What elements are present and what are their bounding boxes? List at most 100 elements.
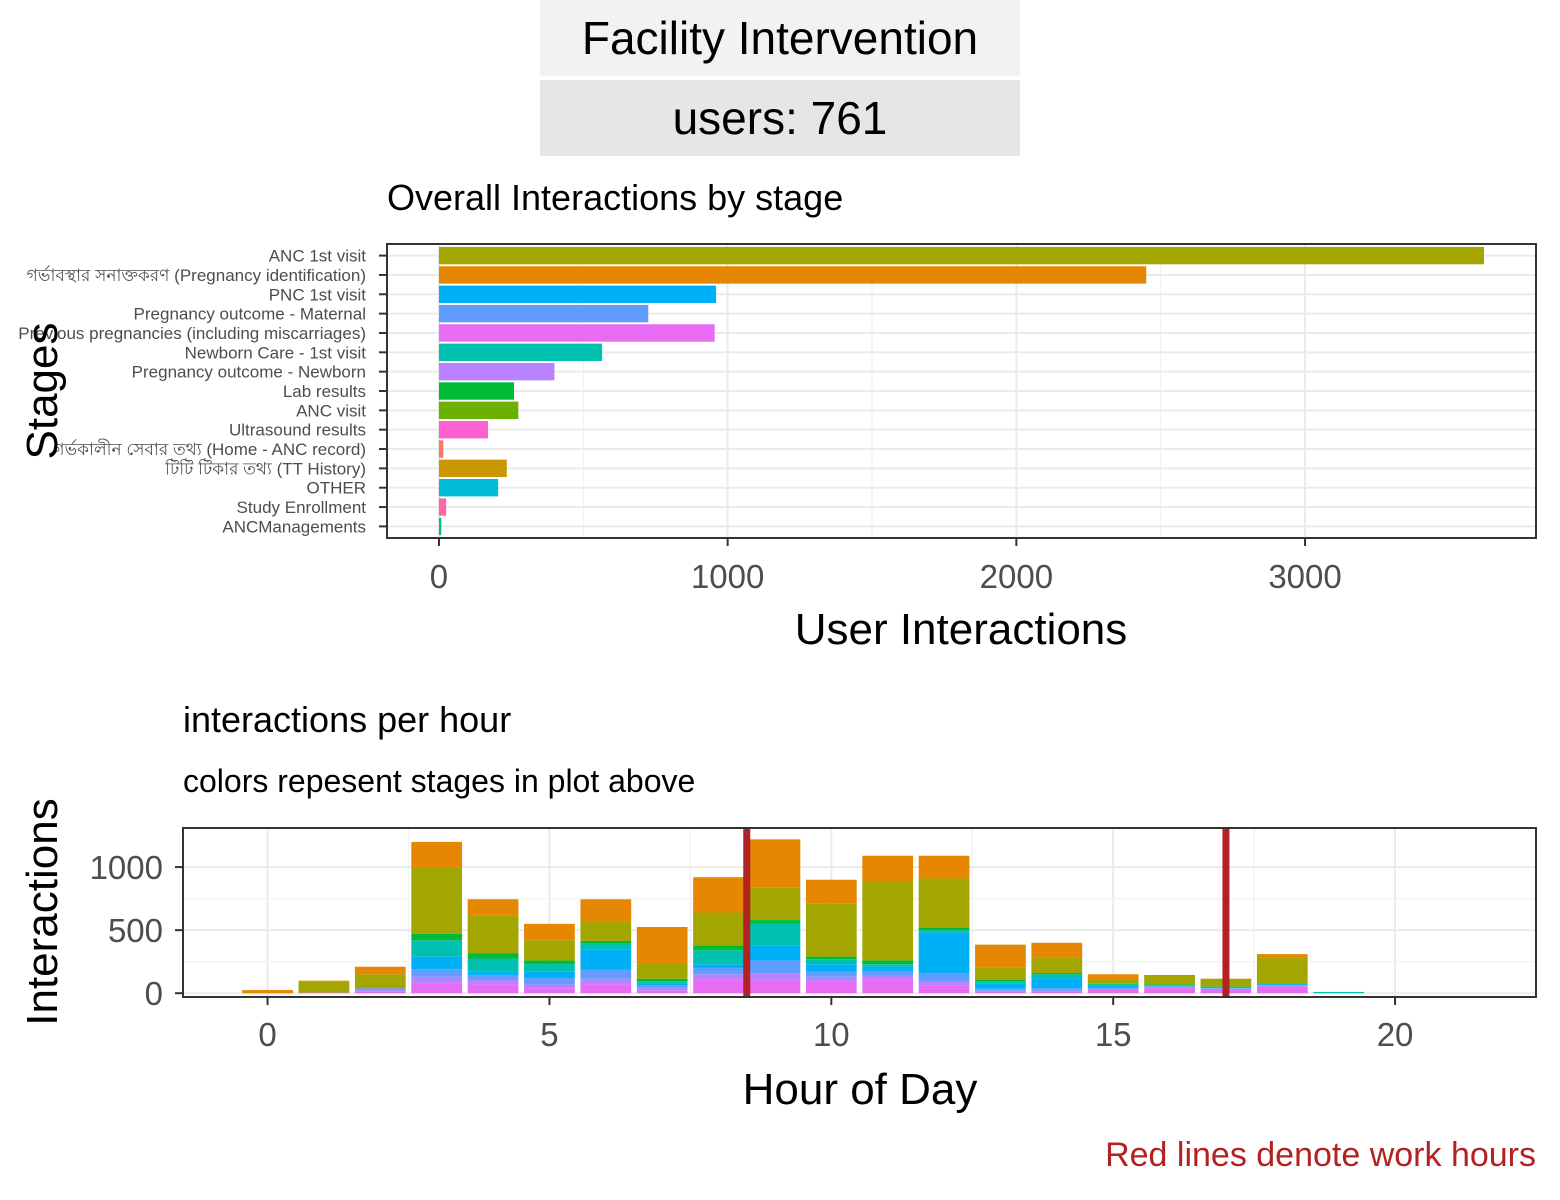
stack-segment [1256,985,1308,986]
stack-segment [298,980,350,982]
stack-segment [524,940,575,961]
stack-segment [1144,985,1195,987]
stage-interactions-chart: Overall Interactions by stage ANC 1st vi… [18,177,1537,654]
bar [438,401,519,420]
stack-segment [1144,974,1195,985]
stack-segment [1087,987,1139,989]
y-tick-label: টিটি টিকার তথ্য (TT History) [164,458,366,478]
y-tick-label: 0 [145,975,163,1012]
stack-segment [1144,984,1195,986]
stack-segment [580,949,632,970]
stack-segment [242,990,293,994]
stack-segment [1144,985,1195,986]
stack-segment [918,973,970,982]
stack-segment [1031,990,1083,992]
stack-segment [467,915,519,954]
stack-segment [749,839,801,888]
stack-segment [862,855,914,881]
stack-segment [524,988,575,994]
y-tick-labels: 0 500 1000 [90,849,183,1012]
stack-segment [749,980,801,994]
stack-segment [749,973,801,981]
x-tick-label: 0 [430,558,448,595]
stack-segment [693,945,744,951]
stack-segment [1031,988,1083,991]
stack-segment [805,976,857,982]
stack-segment [1031,957,1083,974]
stack-segment [524,923,575,941]
x-tick-label: 10 [813,1016,850,1053]
stack-segment [636,985,688,988]
stack-segment [805,903,857,957]
bar [438,304,649,323]
stack-segment [524,971,575,979]
stack-segment [636,987,688,991]
facet-strip-users: users: 761 [540,80,1020,156]
x-tick-labels: 0 5 10 15 20 [258,997,1413,1053]
stack-segment [524,964,575,972]
stack-segment [862,975,914,980]
bar [438,382,515,400]
stack-segment [411,940,463,957]
stack-segment [580,940,632,944]
stack-segment [524,978,575,985]
stack-segment [693,974,744,980]
stack-segment [918,985,970,994]
y-tick-label: 500 [108,912,163,949]
y-tick-label: ANC 1st visit [269,247,367,266]
stack-segment [862,979,914,994]
x-tick-label: 3000 [1268,558,1341,595]
stack-segment [918,981,970,986]
stack-segment [411,983,463,994]
stack-segment [354,988,406,991]
stack-segment [975,944,1026,968]
y-tick-label: Pregnancy outcome - Newborn [132,363,366,382]
stack-segment [749,920,801,924]
stack-segment [749,923,801,946]
stack-segment [1313,991,1365,994]
stack-segment [1256,983,1308,985]
stack-segment [862,971,914,976]
stack-segment [918,932,970,974]
stack-segment [1087,979,1139,984]
stack-segment [1031,978,1083,989]
chart-title: Overall Interactions by stage [387,177,843,218]
facet-strip-title: Facility Intervention [540,0,1020,76]
bar [438,246,1485,265]
stack-segment [1031,942,1083,958]
stack-segment [693,950,744,965]
stack-segment [411,969,463,977]
stack-segment [636,981,688,984]
y-tick-label: ANCManagements [222,517,366,536]
stack-segment [467,958,519,972]
stack-segment [918,878,970,928]
stack-segment [411,976,463,984]
stack-segment [1256,983,1308,984]
stack-segment [1256,986,1308,994]
stack-segment [1144,986,1195,989]
stack-segment [411,956,463,970]
stack-segment [975,991,1026,994]
stack-segment [1087,974,1139,980]
hourly-interactions-chart: interactions per hour colors repesent st… [18,699,1537,1174]
x-axis-title: Hour of Day [743,1065,978,1114]
stack-segment [918,927,970,931]
bar [438,362,555,381]
stack-segment [580,943,632,950]
stack-segment [411,933,463,941]
stack-segment [749,887,801,921]
stack-segment [354,974,406,989]
stack-segment [411,841,463,868]
stack-segment [693,877,744,913]
stack-segment [354,966,406,975]
stack-segment [580,899,632,922]
stack-segment [693,979,744,994]
stack-segment [467,971,519,975]
bar [438,420,489,439]
stack-segment [749,960,801,974]
stack-segment [580,969,632,979]
stack-segment [749,945,801,961]
y-axis-title: Stages [18,323,67,460]
stack-segment [693,967,744,975]
